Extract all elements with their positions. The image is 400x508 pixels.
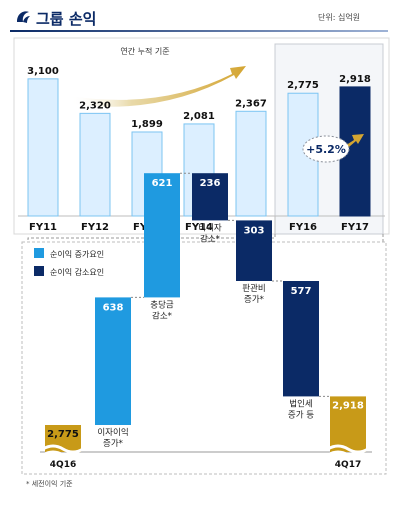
legend-swatch-2 <box>34 266 44 276</box>
legend-label-2: 순이익 감소요인 <box>50 267 104 277</box>
waterfall-step-label-5-line-2: 증가 등 <box>288 410 314 420</box>
category-label-fy17: FY17 <box>341 222 369 233</box>
growth-label: +5.2% <box>306 143 346 156</box>
bar-fy15 <box>235 110 267 217</box>
waterfall-step-label-2-line-1: 충당금 <box>150 299 174 310</box>
value-label-fy13: 1,899 <box>131 119 163 130</box>
start-bar-4q16-break-mark-2 <box>42 450 84 460</box>
start-category-label: 4Q16 <box>50 460 76 470</box>
value-label-fy15: 2,367 <box>235 98 267 109</box>
bar-fy12 <box>79 112 111 217</box>
waterfall-step-label-5-line-1: 법인세 <box>289 398 312 409</box>
unit-label: 단위: 십억원 <box>318 13 361 22</box>
header-underline <box>10 30 388 32</box>
end-bar-4q17 <box>330 396 366 452</box>
category-label-fy16: FY16 <box>289 222 317 233</box>
end-category-label: 4Q17 <box>335 460 361 470</box>
waterfall-step-bar-2 <box>144 173 180 298</box>
annotation-text: 연간 누적 기준 <box>120 46 169 56</box>
category-label-fy12: FY12 <box>81 222 109 233</box>
legend-swatch-1 <box>34 248 44 258</box>
end-value-label: 2,918 <box>332 400 364 411</box>
waterfall-step-label-4-line-2: 증가* <box>244 295 264 305</box>
waterfall-step-bar-3 <box>192 173 228 221</box>
waterfall-step-value-5: 577 <box>291 286 312 297</box>
growth-trend-arrow <box>70 66 246 107</box>
waterfall-step-label-3-line-1: 비이자 <box>198 222 222 233</box>
waterfall-step-label-3-line-2: 감소* <box>200 233 220 244</box>
value-label-fy11: 3,100 <box>27 66 59 77</box>
value-label-fy17: 2,918 <box>339 74 371 85</box>
waterfall-step-bar-4 <box>236 220 272 281</box>
page-title: 그룹 손익 <box>36 10 97 28</box>
waterfall-step-bar-1 <box>95 297 131 425</box>
start-bar-4q16-break-mark-1 <box>42 444 84 454</box>
value-label-fy12: 2,320 <box>79 100 111 111</box>
growth-bubble <box>302 135 350 163</box>
waterfall-step-value-1: 638 <box>103 302 124 313</box>
bottom-chart-frame <box>21 241 387 475</box>
waterfall-step-label-4-line-1: 판관비 <box>242 283 265 294</box>
waterfall-step-value-2: 621 <box>152 178 173 189</box>
end-bar-4q17-break-mark-2 <box>327 450 369 460</box>
waterfall-step-label-1-line-2: 증가* <box>103 439 123 449</box>
waterfall-step-label-2-line-2: 감소* <box>152 310 172 321</box>
waterfall-step-label-1-line-1: 이자이익 <box>97 427 128 438</box>
waterfall-step-value-4: 303 <box>244 225 265 236</box>
shinhan-logo-icon <box>17 11 30 23</box>
value-label-fy16: 2,775 <box>287 80 319 91</box>
legend-label-1: 순이익 증가요인 <box>50 249 104 259</box>
start-value-label: 2,775 <box>47 429 79 440</box>
waterfall-step-value-3: 236 <box>200 178 221 189</box>
value-label-fy14: 2,081 <box>183 111 215 122</box>
category-label-fy11: FY11 <box>29 222 57 233</box>
end-bar-4q17-break-mark-1 <box>327 444 369 454</box>
bar-fy11 <box>27 78 59 217</box>
waterfall-step-bar-5 <box>283 281 319 397</box>
category-label-fy14: FY14 <box>185 222 213 233</box>
footnote: * 세전이익 기준 <box>26 479 73 488</box>
